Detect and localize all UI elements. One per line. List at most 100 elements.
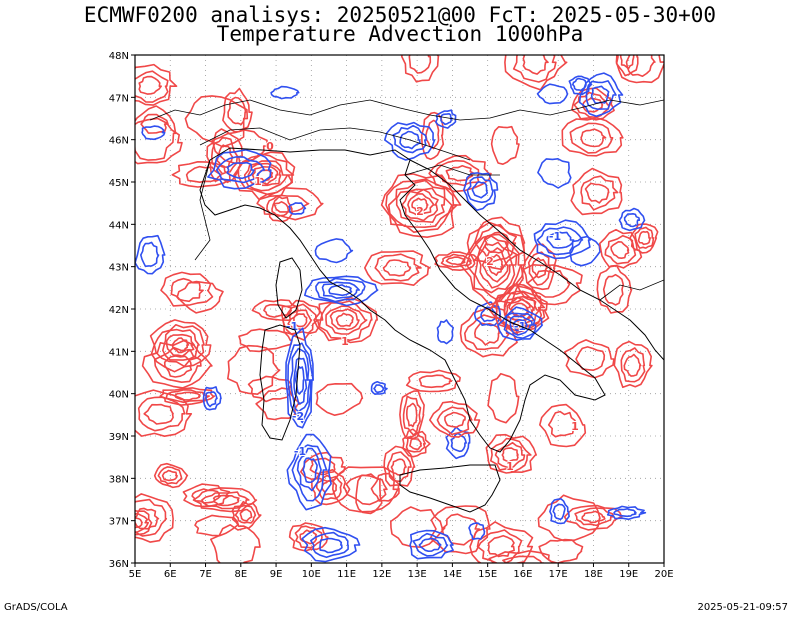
contour-line — [135, 507, 160, 530]
contour-line — [406, 402, 418, 428]
contour-line — [619, 55, 635, 70]
contour-line — [527, 251, 552, 286]
contour-line — [140, 113, 169, 134]
contour-line — [581, 510, 606, 524]
contour-line — [409, 529, 454, 560]
y-axis-ticks: 36N 37N 38N 39N 40N 41N 42N 43N 44N 45N 46N 47N 48N — [109, 51, 135, 570]
contour-line — [247, 162, 282, 187]
contour-line — [569, 122, 614, 154]
contour-line — [401, 188, 439, 222]
contour-line — [135, 493, 174, 543]
contour-line — [140, 241, 160, 268]
y-tick-label: 48N — [109, 51, 129, 62]
contour-line — [634, 226, 655, 249]
y-tick-label: 41N — [109, 347, 129, 358]
contour-line — [255, 387, 302, 421]
contour-line — [488, 550, 557, 563]
contour-line — [143, 403, 174, 425]
contour-line — [301, 526, 361, 563]
contour-line — [191, 488, 222, 504]
contour-line — [466, 216, 526, 271]
contour-line — [573, 91, 611, 118]
contour-line — [547, 410, 576, 438]
contour-value-label: 2 — [416, 205, 424, 218]
contour-line — [287, 342, 314, 424]
contour-line — [201, 491, 250, 510]
contour-line — [251, 166, 279, 185]
contour-line — [287, 309, 313, 331]
contour-line — [477, 241, 513, 289]
contour-line — [325, 305, 368, 335]
x-tick-label: 18E — [584, 569, 603, 580]
contour-line — [271, 201, 290, 217]
contour-line — [293, 357, 309, 405]
contour-line — [584, 182, 610, 204]
contour-line — [485, 433, 537, 474]
contour-line — [602, 273, 624, 306]
contour-line — [429, 505, 491, 555]
contour-line — [538, 538, 584, 563]
contour-line — [537, 494, 601, 542]
contour-line — [536, 226, 584, 256]
contour-line — [137, 396, 186, 432]
contour-line — [435, 109, 457, 129]
contour-line — [637, 230, 651, 246]
contour-line — [395, 187, 446, 223]
contour-line — [296, 447, 322, 492]
contour-line — [328, 284, 353, 297]
contour-line — [388, 179, 453, 228]
x-tick-label: 12E — [372, 569, 391, 580]
contour-line — [613, 508, 637, 518]
contour-line — [501, 447, 519, 463]
italy-coastline — [199, 147, 606, 453]
y-tick-label: 40N — [109, 390, 129, 401]
contour-value-label: -1 — [294, 445, 306, 458]
contour-line — [418, 374, 453, 389]
contour-line — [536, 83, 569, 105]
contour-line — [227, 96, 247, 126]
contour-line — [574, 507, 615, 527]
contour-line — [599, 228, 643, 269]
contour-line — [390, 506, 446, 548]
contour-line — [412, 532, 449, 557]
x-axis-ticks: 5E 6E 7E 8E 9E 10E 11E 12E 13E 14E 15E 16E 17E 18E 19E… — [129, 563, 674, 580]
contour-line — [321, 281, 360, 299]
contour-line — [625, 55, 656, 77]
x-tick-label: 9E — [270, 569, 283, 580]
contour-line — [239, 508, 253, 522]
contour-value-label: 1 — [254, 175, 262, 188]
contour-line — [285, 327, 314, 429]
contour-line — [405, 432, 426, 453]
contour-line — [487, 534, 515, 558]
contour-line — [533, 219, 591, 260]
contour-line — [273, 194, 310, 213]
contour-line — [288, 522, 329, 552]
contour-line — [384, 121, 436, 161]
contour-line — [157, 466, 183, 485]
contour-line — [382, 259, 412, 277]
contour-line — [205, 391, 218, 408]
contour-line — [418, 537, 442, 552]
contour-line — [463, 172, 499, 211]
contour-line — [159, 387, 216, 406]
contour-line — [266, 195, 294, 223]
contour-line — [615, 55, 639, 77]
contour-line — [135, 234, 166, 275]
contour-line — [176, 280, 224, 314]
contour-line — [480, 306, 498, 323]
contour-line — [135, 105, 177, 161]
contour-line — [580, 175, 619, 211]
x-tick-label: 7E — [199, 569, 212, 580]
contour-line — [210, 524, 261, 563]
contour-line — [243, 160, 289, 192]
sicily-coastline — [399, 464, 501, 513]
contour-line — [314, 238, 354, 264]
country-borders — [194, 127, 664, 301]
x-tick-label: 5E — [129, 569, 142, 580]
contour-line — [316, 474, 343, 500]
contour-value-label: 0 — [266, 140, 274, 153]
contour-line — [135, 498, 168, 537]
contour-line — [171, 337, 190, 354]
x-tick-label: 20E — [654, 569, 673, 580]
x-tick-label: 11E — [337, 569, 356, 580]
